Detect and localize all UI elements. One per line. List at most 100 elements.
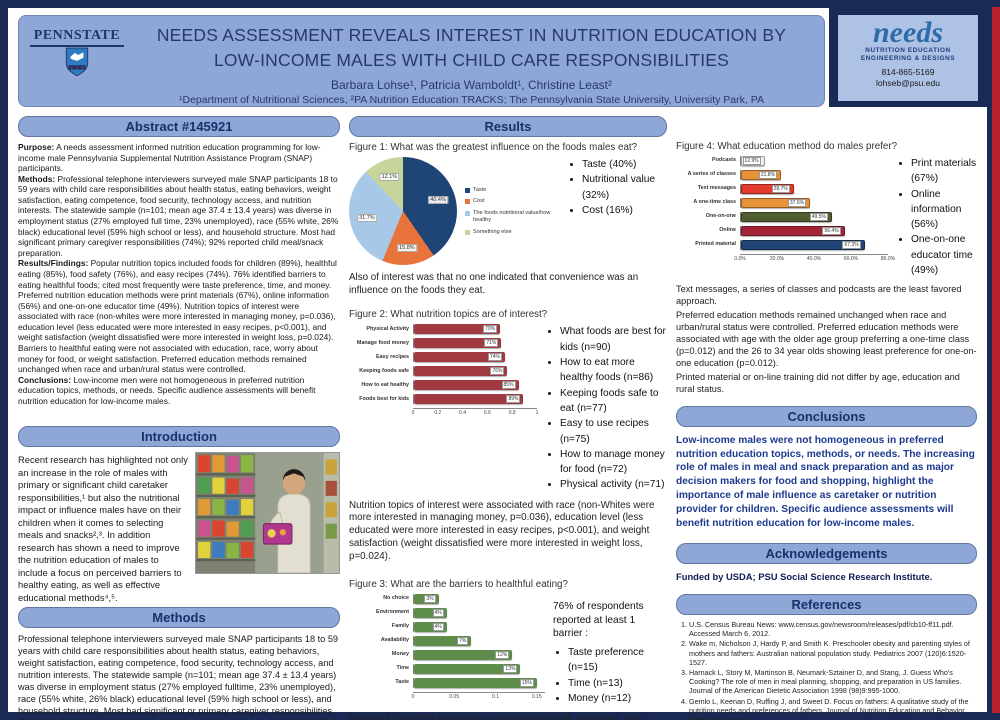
poster-columns: Abstract #145921 Purpose: A needs assess…	[8, 107, 987, 720]
axis-tick-label: 0.15	[531, 694, 542, 701]
x-axis: 0 0.2 0.4 0.6 0.8 1	[349, 408, 538, 417]
acknowledgements-section-header: Acknowledgements	[676, 542, 977, 564]
list-item: U.S. Census Bureau News: www.census.gov/…	[689, 620, 977, 638]
conclusions-text: Low-income males were not homogeneous in…	[676, 434, 975, 529]
poster-affiliation: ¹Department of Nutritional Sciences, ²PA…	[179, 93, 764, 106]
legend-swatch	[465, 211, 470, 217]
x-axis: 0 0.05 0.1 0.15	[349, 692, 545, 701]
bar-row: One-on-one 49.5%	[676, 212, 888, 222]
needs-tagline: NUTRITION EDUCATION ENGINEERING & DESIGN…	[838, 47, 978, 63]
list-item: Print materials (67%)	[911, 156, 977, 187]
pie-slice-label: 12.1%	[379, 172, 400, 181]
legend-item: Cost	[465, 198, 551, 205]
pie-slice-label: 15.8%	[397, 243, 417, 252]
abstract-section-header: Abstract #145921	[18, 116, 340, 137]
abstract-body: Purpose: A needs assessment informed nut…	[18, 142, 340, 423]
bar-row: Manage food money 71%	[349, 338, 537, 349]
needs-logo-block: needs NUTRITION EDUCATION ENGINEERING & …	[829, 8, 987, 107]
abstract-purpose: Purpose: A needs assessment informed nut…	[18, 142, 340, 174]
bar-row: Taste 15%	[349, 678, 545, 689]
figure3-caption: Figure 3: What are the barriers to healt…	[349, 579, 568, 591]
bar-value-label: 28.7%	[771, 185, 790, 193]
bar-row: Online 56.4%	[676, 226, 888, 236]
methods-text: Professional telephone interviewers surv…	[18, 634, 339, 720]
pie-chart-legend: Taste Cost The foods nutritional value/how…	[465, 187, 551, 236]
list-item: Time (n=13)	[568, 676, 667, 691]
abstract-results-text: Popular nutrition topics included foods …	[18, 258, 337, 375]
bar-value-label: 76%	[490, 367, 505, 376]
figure3-bar-chart: No choice 3% Environment 4% Family 4% Availabi…	[349, 594, 545, 705]
bar-row: Keeping foods safe 76%	[349, 366, 537, 377]
bar-row: Foods best for kids 89%	[349, 394, 537, 405]
axis-tick-label: 0.8	[508, 410, 516, 417]
axis-tick-label: 20.0%	[769, 256, 785, 262]
list-item: Physical activity (n=71)	[560, 477, 667, 492]
figure4-note-1: Text messages, a series of classes and p…	[676, 284, 962, 307]
figure3-intro-text: 76% of respondents reported at least 1 b…	[553, 601, 644, 639]
list-item: Harnack L, Story M, Martinson B, Neumark…	[689, 668, 977, 696]
figure4-bullets: Print materials (67%)Online information …	[896, 156, 977, 278]
figure1-bullets: Taste (40%)Nutritional value (32%)Cost (…	[567, 157, 667, 218]
methods-section-header: Methods	[18, 607, 340, 628]
poster-header: PENNSTATE NEEDS ASSESSMENT REVEALS INTER…	[8, 8, 987, 107]
abstract-purpose-label: Purpose:	[18, 142, 55, 152]
axis-tick-label: 0	[411, 694, 415, 701]
acknowledgements-text: Funded by USDA; PSU Social Science Resea…	[676, 570, 933, 582]
list-item: Online information (56%)	[911, 187, 977, 233]
abstract-results-label: Results/Findings:	[18, 258, 89, 269]
bar-value-label: 7%	[457, 637, 469, 646]
abstract-methods: Methods: Professional telephone intervie…	[18, 174, 340, 259]
abstract-purpose-text: A needs assessment informed nutrition ed…	[18, 142, 321, 174]
list-item: Money (n=12)	[568, 691, 667, 706]
poster-sheet: PENNSTATE NEEDS ASSESSMENT REVEALS INTER…	[8, 8, 987, 720]
axis-tick-label: 80.0%	[880, 256, 896, 262]
legend-swatch	[465, 199, 470, 205]
bar-value-label: 21.8%	[758, 171, 778, 179]
left-column: Abstract #145921 Purpose: A needs assess…	[18, 113, 340, 720]
needs-tagline-line2: ENGINEERING & DESIGNS	[860, 55, 956, 62]
axis-tick-label: 0.05	[449, 694, 460, 701]
list-item: Gemlo L, Keenan D, Ruffing J, and Sweet …	[689, 697, 977, 720]
bar-row: A one-time class 37.6%	[676, 198, 888, 208]
bar-row: Physical Activity 70%	[349, 324, 537, 335]
pie-slice-label: 31.7%	[357, 213, 377, 222]
list-item: How to eat more healthy foods (n=86)	[560, 355, 667, 386]
figure2-caption: Figure 2: What nutrition topics are of i…	[349, 309, 548, 321]
figure1-block: 40.4% 15.8% 31.7% 12.1% Taste Cost The foods …	[349, 157, 667, 265]
grocery-store-photo	[195, 452, 340, 574]
list-item: One-on-one educator time (49%)	[911, 232, 977, 278]
legend-item: The foods nutritional value/how healthy	[465, 210, 551, 223]
needs-phone: 814-865-5169	[881, 67, 935, 77]
abstract-methods-text: Professional telephone interviewers surv…	[18, 173, 339, 258]
figure2-bar-chart: Physical Activity 70% Manage food money 71%…	[349, 324, 538, 421]
axis-tick-label: 60.0%	[843, 256, 859, 262]
figure4-bar-chart: Podcasts 12.9% A series of classes 21.8% Tex…	[676, 156, 895, 267]
abstract-results: Results/Findings: Popular nutrition topi…	[18, 258, 340, 374]
bar-row: Printed material 67.3%	[676, 240, 888, 250]
abstract-conclusions-text: Low-income men were not homogeneous in p…	[18, 374, 316, 406]
axis-tick-label: 0.6	[483, 410, 491, 417]
bar-value-label: 4%	[432, 623, 444, 632]
abstract-conclusions-label: Conclusions:	[18, 374, 72, 385]
bar-value-label: 3%	[424, 595, 436, 604]
bar-row: How to eat healthy 85%	[349, 380, 537, 391]
pennstate-wordmark: PENNSTATE	[29, 28, 125, 47]
needs-email: lohseb@psu.edu	[876, 78, 940, 89]
bar-value-label: 12.9%	[742, 157, 761, 165]
x-axis: 0.0% 20.0% 40.0% 60.0% 80.0%	[676, 254, 895, 263]
poster-title-line2: LOW-INCOME MALES WITH CHILD CARE RESPONS…	[213, 50, 730, 71]
axis-tick-label: 0	[411, 410, 415, 417]
bar-value-label: 67.3%	[842, 241, 861, 249]
poster-title-line1: NEEDS ASSESSMENT REVEALS INTEREST IN NUT…	[156, 25, 787, 45]
list-item: What foods are best for kids (n=90)	[560, 324, 667, 355]
bar-row: Family 4%	[349, 622, 545, 633]
references-list: U.S. Census Bureau News: www.census.gov/…	[676, 620, 977, 720]
figure2-note: Nutrition topics of interest were associ…	[349, 499, 655, 562]
bar-row: Podcasts 12.9%	[676, 156, 888, 166]
figure4-note-2: Preferred education methods remained unc…	[676, 310, 977, 369]
bar-value-label: 13%	[503, 665, 518, 674]
axis-tick-label: 0.0%	[734, 256, 746, 262]
poster-title: NEEDS ASSESSMENT REVEALS INTEREST IN NUT…	[127, 23, 816, 74]
axis-tick-label: 0.2	[434, 410, 442, 417]
